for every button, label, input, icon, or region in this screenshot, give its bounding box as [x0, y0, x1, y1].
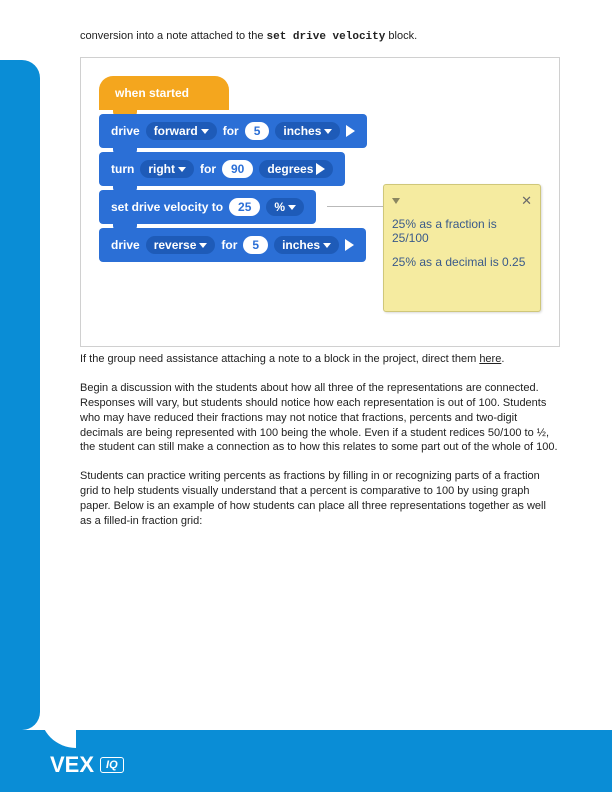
for-label: for	[223, 124, 239, 138]
cmd: drive	[111, 238, 140, 252]
note-caret-icon[interactable]	[392, 198, 400, 204]
dropdown-direction[interactable]: right	[140, 160, 194, 178]
dropdown-direction[interactable]: forward	[146, 122, 217, 140]
dropdown-unit[interactable]: degrees	[259, 160, 333, 178]
brand-text: VEX	[50, 752, 94, 778]
paragraph-1: Begin a discussion with the students abo…	[80, 381, 560, 455]
value-pill[interactable]: 90	[222, 160, 253, 178]
dropdown-unit[interactable]: inches	[275, 122, 340, 140]
cmd: turn	[111, 162, 134, 176]
hat-label: when started	[115, 86, 189, 100]
block-turn-right: turn right for 90 degrees	[99, 152, 345, 186]
play-icon	[345, 239, 354, 251]
value-pill[interactable]: 5	[245, 122, 270, 140]
for-label: for	[200, 162, 216, 176]
value-pill[interactable]: 25	[229, 198, 260, 216]
intro-code: set drive velocity	[267, 31, 386, 43]
for-label: for	[221, 238, 237, 252]
dropdown-unit[interactable]: %	[266, 198, 304, 216]
intro-line: conversion into a note attached to the s…	[80, 30, 560, 43]
block-stack: when started drive forward for 5 inches …	[99, 76, 367, 262]
play-icon	[346, 125, 355, 137]
brand-logo: VEX IQ	[50, 752, 124, 778]
caret-icon	[199, 243, 207, 248]
dropdown-direction[interactable]: reverse	[146, 236, 216, 254]
cmd: set drive velocity to	[111, 200, 223, 214]
hat-block: when started	[99, 76, 229, 110]
paragraph-2: Students can practice writing percents a…	[80, 469, 560, 528]
play-icon	[316, 163, 325, 175]
caret-icon	[288, 205, 296, 210]
brand-sub: IQ	[100, 757, 124, 773]
page-content: conversion into a note attached to the s…	[80, 30, 560, 543]
value-pill[interactable]: 5	[243, 236, 268, 254]
caret-icon	[324, 129, 332, 134]
diagram-caption: If the group need assistance attaching a…	[80, 353, 560, 365]
intro-prefix: conversion into a note attached to the	[80, 30, 267, 42]
caret-icon	[178, 167, 186, 172]
close-icon[interactable]: ✕	[521, 193, 532, 209]
note-line2: 25% as a decimal is 0.25	[392, 255, 532, 269]
note-header: ✕	[392, 193, 532, 209]
sticky-note: ✕ 25% as a fraction is 25/100 25% as a d…	[383, 184, 541, 312]
caption-text: If the group need assistance attaching a…	[80, 353, 479, 365]
caret-icon	[201, 129, 209, 134]
caret-icon	[323, 243, 331, 248]
block-drive-reverse: drive reverse for 5 inches	[99, 228, 366, 262]
block-set-velocity: set drive velocity to 25 %	[99, 190, 316, 224]
footer-bar: VEX IQ	[0, 730, 612, 792]
note-line1: 25% as a fraction is 25/100	[392, 217, 532, 245]
sidebar-stripe	[0, 60, 40, 730]
block-drive-forward: drive forward for 5 inches	[99, 114, 367, 148]
cmd: drive	[111, 124, 140, 138]
code-diagram: when started drive forward for 5 inches …	[80, 57, 560, 347]
intro-suffix: block.	[385, 30, 417, 42]
footer-curve	[40, 712, 76, 748]
caption-link[interactable]: here	[479, 353, 501, 365]
dropdown-unit[interactable]: inches	[274, 236, 339, 254]
